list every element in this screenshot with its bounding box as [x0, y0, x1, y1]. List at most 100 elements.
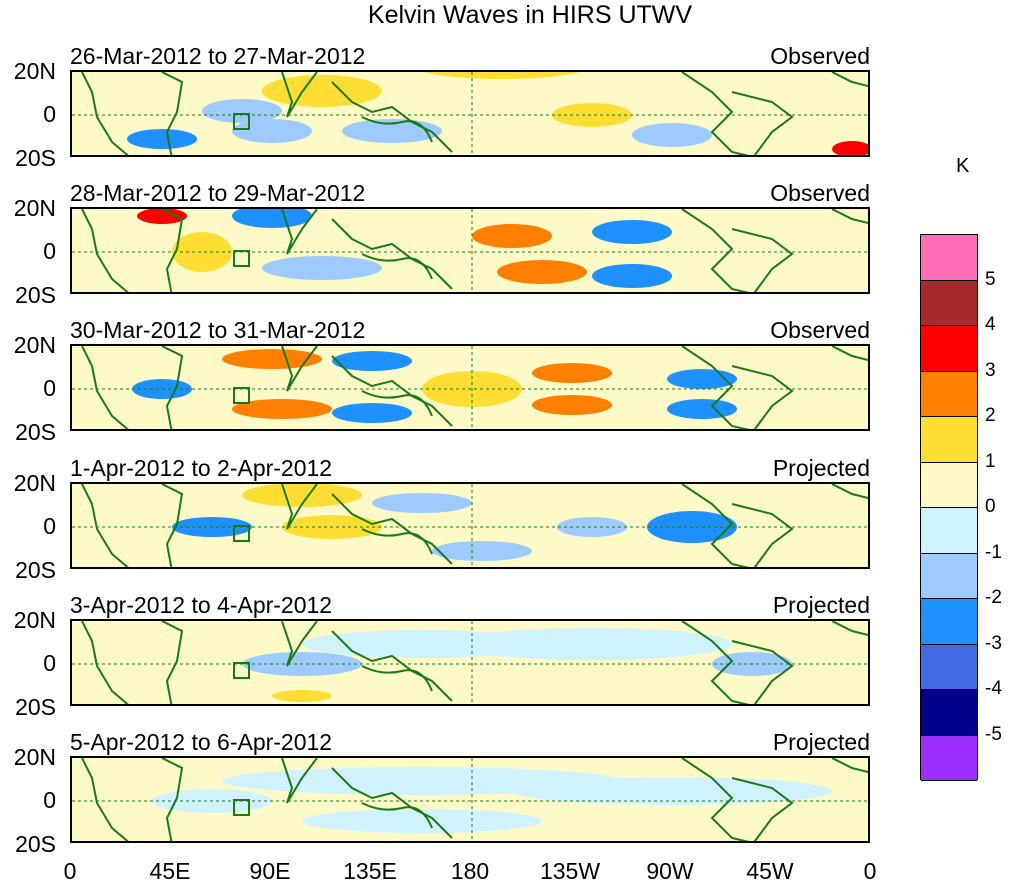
anomaly-contour	[592, 220, 672, 244]
legend-swatch	[921, 417, 977, 463]
coastline	[281, 346, 318, 392]
lat-label-equator: 0	[43, 238, 56, 264]
region-box	[233, 662, 250, 679]
lat-label-north: 20N	[13, 58, 56, 84]
region-box	[233, 250, 250, 267]
figure-title: Kelvin Waves in HIRS UTWV	[367, 1, 693, 29]
coastline	[731, 365, 794, 429]
coastline	[681, 209, 750, 292]
anomaly-contour	[172, 232, 232, 272]
panel-date-label: 30-Mar-2012 to 31-Mar-2012	[70, 317, 366, 343]
anomaly-contour	[632, 123, 712, 147]
lon-label-180: 180	[450, 858, 490, 884]
coastline	[81, 484, 129, 567]
lat-label-equator: 0	[43, 513, 56, 539]
anomaly-contour	[557, 517, 627, 537]
panel-status-label: Projected	[772, 592, 870, 618]
lat-label-south: 20S	[15, 557, 56, 583]
anomaly-contour	[232, 399, 332, 419]
coastline	[81, 621, 129, 704]
coastline	[161, 484, 184, 567]
region-box	[233, 799, 250, 816]
legend-tick-label: 0	[985, 496, 996, 517]
coastline	[331, 81, 453, 153]
lat-label-north: 20N	[13, 332, 56, 358]
coastline	[731, 503, 794, 567]
anomaly-contour	[432, 541, 532, 561]
legend-tick-label: -5	[985, 723, 1002, 745]
coastline	[81, 72, 129, 155]
anomaly-field	[72, 484, 868, 567]
lon-label-90e: 90E	[249, 858, 291, 884]
anomaly-contour	[137, 209, 187, 224]
legend-tick-label: -2	[985, 587, 1002, 608]
panel-date-label: 28-Mar-2012 to 29-Mar-2012	[70, 180, 366, 206]
anomaly-contour	[242, 484, 362, 507]
coastline	[281, 484, 318, 530]
lon-label-45e: 45E	[149, 858, 191, 884]
lat-label-north: 20N	[13, 607, 56, 633]
lat-label-south: 20S	[15, 145, 56, 171]
anomaly-contour	[232, 119, 312, 143]
lat-label-south: 20S	[15, 694, 56, 720]
anomaly-contour	[202, 99, 282, 123]
coastline	[161, 621, 184, 704]
legend-swatch	[921, 462, 977, 508]
legend-swatch	[921, 371, 977, 417]
coastline	[831, 209, 868, 225]
lat-label-south: 20S	[15, 282, 56, 308]
coastline	[361, 528, 433, 555]
lon-label-90w: 90W	[646, 858, 694, 884]
anomaly-contour	[832, 141, 868, 155]
anomaly-contour	[127, 129, 197, 149]
anomaly-contour	[552, 103, 632, 127]
panel-date-label: 26-Mar-2012 to 27-Mar-2012	[70, 43, 366, 69]
coastline	[681, 621, 750, 704]
lat-label-north: 20N	[13, 744, 56, 770]
anomaly-contour	[532, 363, 612, 383]
lon-label-135e: 135E	[343, 858, 397, 884]
legend-swatch	[921, 735, 977, 781]
panel-status-label: Observed	[770, 317, 870, 343]
legend-tick-label: -1	[985, 541, 1002, 563]
anomaly-contour	[667, 369, 737, 389]
legend-tick-label: 4	[985, 314, 996, 335]
legend-tick-label: 5	[985, 268, 996, 290]
lat-label-south: 20S	[15, 831, 56, 857]
coastline	[831, 484, 868, 500]
lat-label-equator: 0	[43, 650, 56, 676]
legend-unit: K	[956, 155, 970, 177]
coastline	[161, 209, 184, 292]
coastline	[281, 758, 318, 804]
anomaly-field	[72, 758, 868, 841]
coastline	[81, 758, 129, 841]
coastline	[831, 346, 868, 362]
anomaly-contour	[532, 395, 612, 415]
map-panel	[70, 619, 870, 706]
lat-label-equator: 0	[43, 101, 56, 127]
lon-label-135w: 135W	[539, 858, 601, 884]
coastline	[281, 72, 318, 118]
coastline	[361, 665, 433, 692]
panel-status-label: Observed	[770, 180, 870, 206]
lat-label-south: 20S	[15, 419, 56, 445]
coastline	[361, 253, 433, 280]
anomaly-contour	[452, 628, 732, 660]
coastline	[681, 484, 750, 567]
anomaly-contour	[232, 209, 312, 228]
anomaly-contour	[272, 690, 332, 702]
coastline	[361, 390, 433, 417]
coastline	[331, 630, 453, 702]
legend-tick-label: 3	[985, 359, 996, 381]
anomaly-contour	[332, 351, 412, 371]
coastline	[281, 209, 318, 255]
panel-date-label: 1-Apr-2012 to 2-Apr-2012	[70, 455, 333, 481]
coastline	[331, 355, 453, 427]
panel-status-label: Projected	[772, 729, 870, 755]
anomaly-contour	[262, 256, 382, 280]
panel-status-label: Projected	[772, 455, 870, 481]
map-panel	[70, 207, 870, 294]
coastline	[731, 777, 794, 841]
coastline	[831, 758, 868, 774]
anomaly-contour	[592, 264, 672, 288]
